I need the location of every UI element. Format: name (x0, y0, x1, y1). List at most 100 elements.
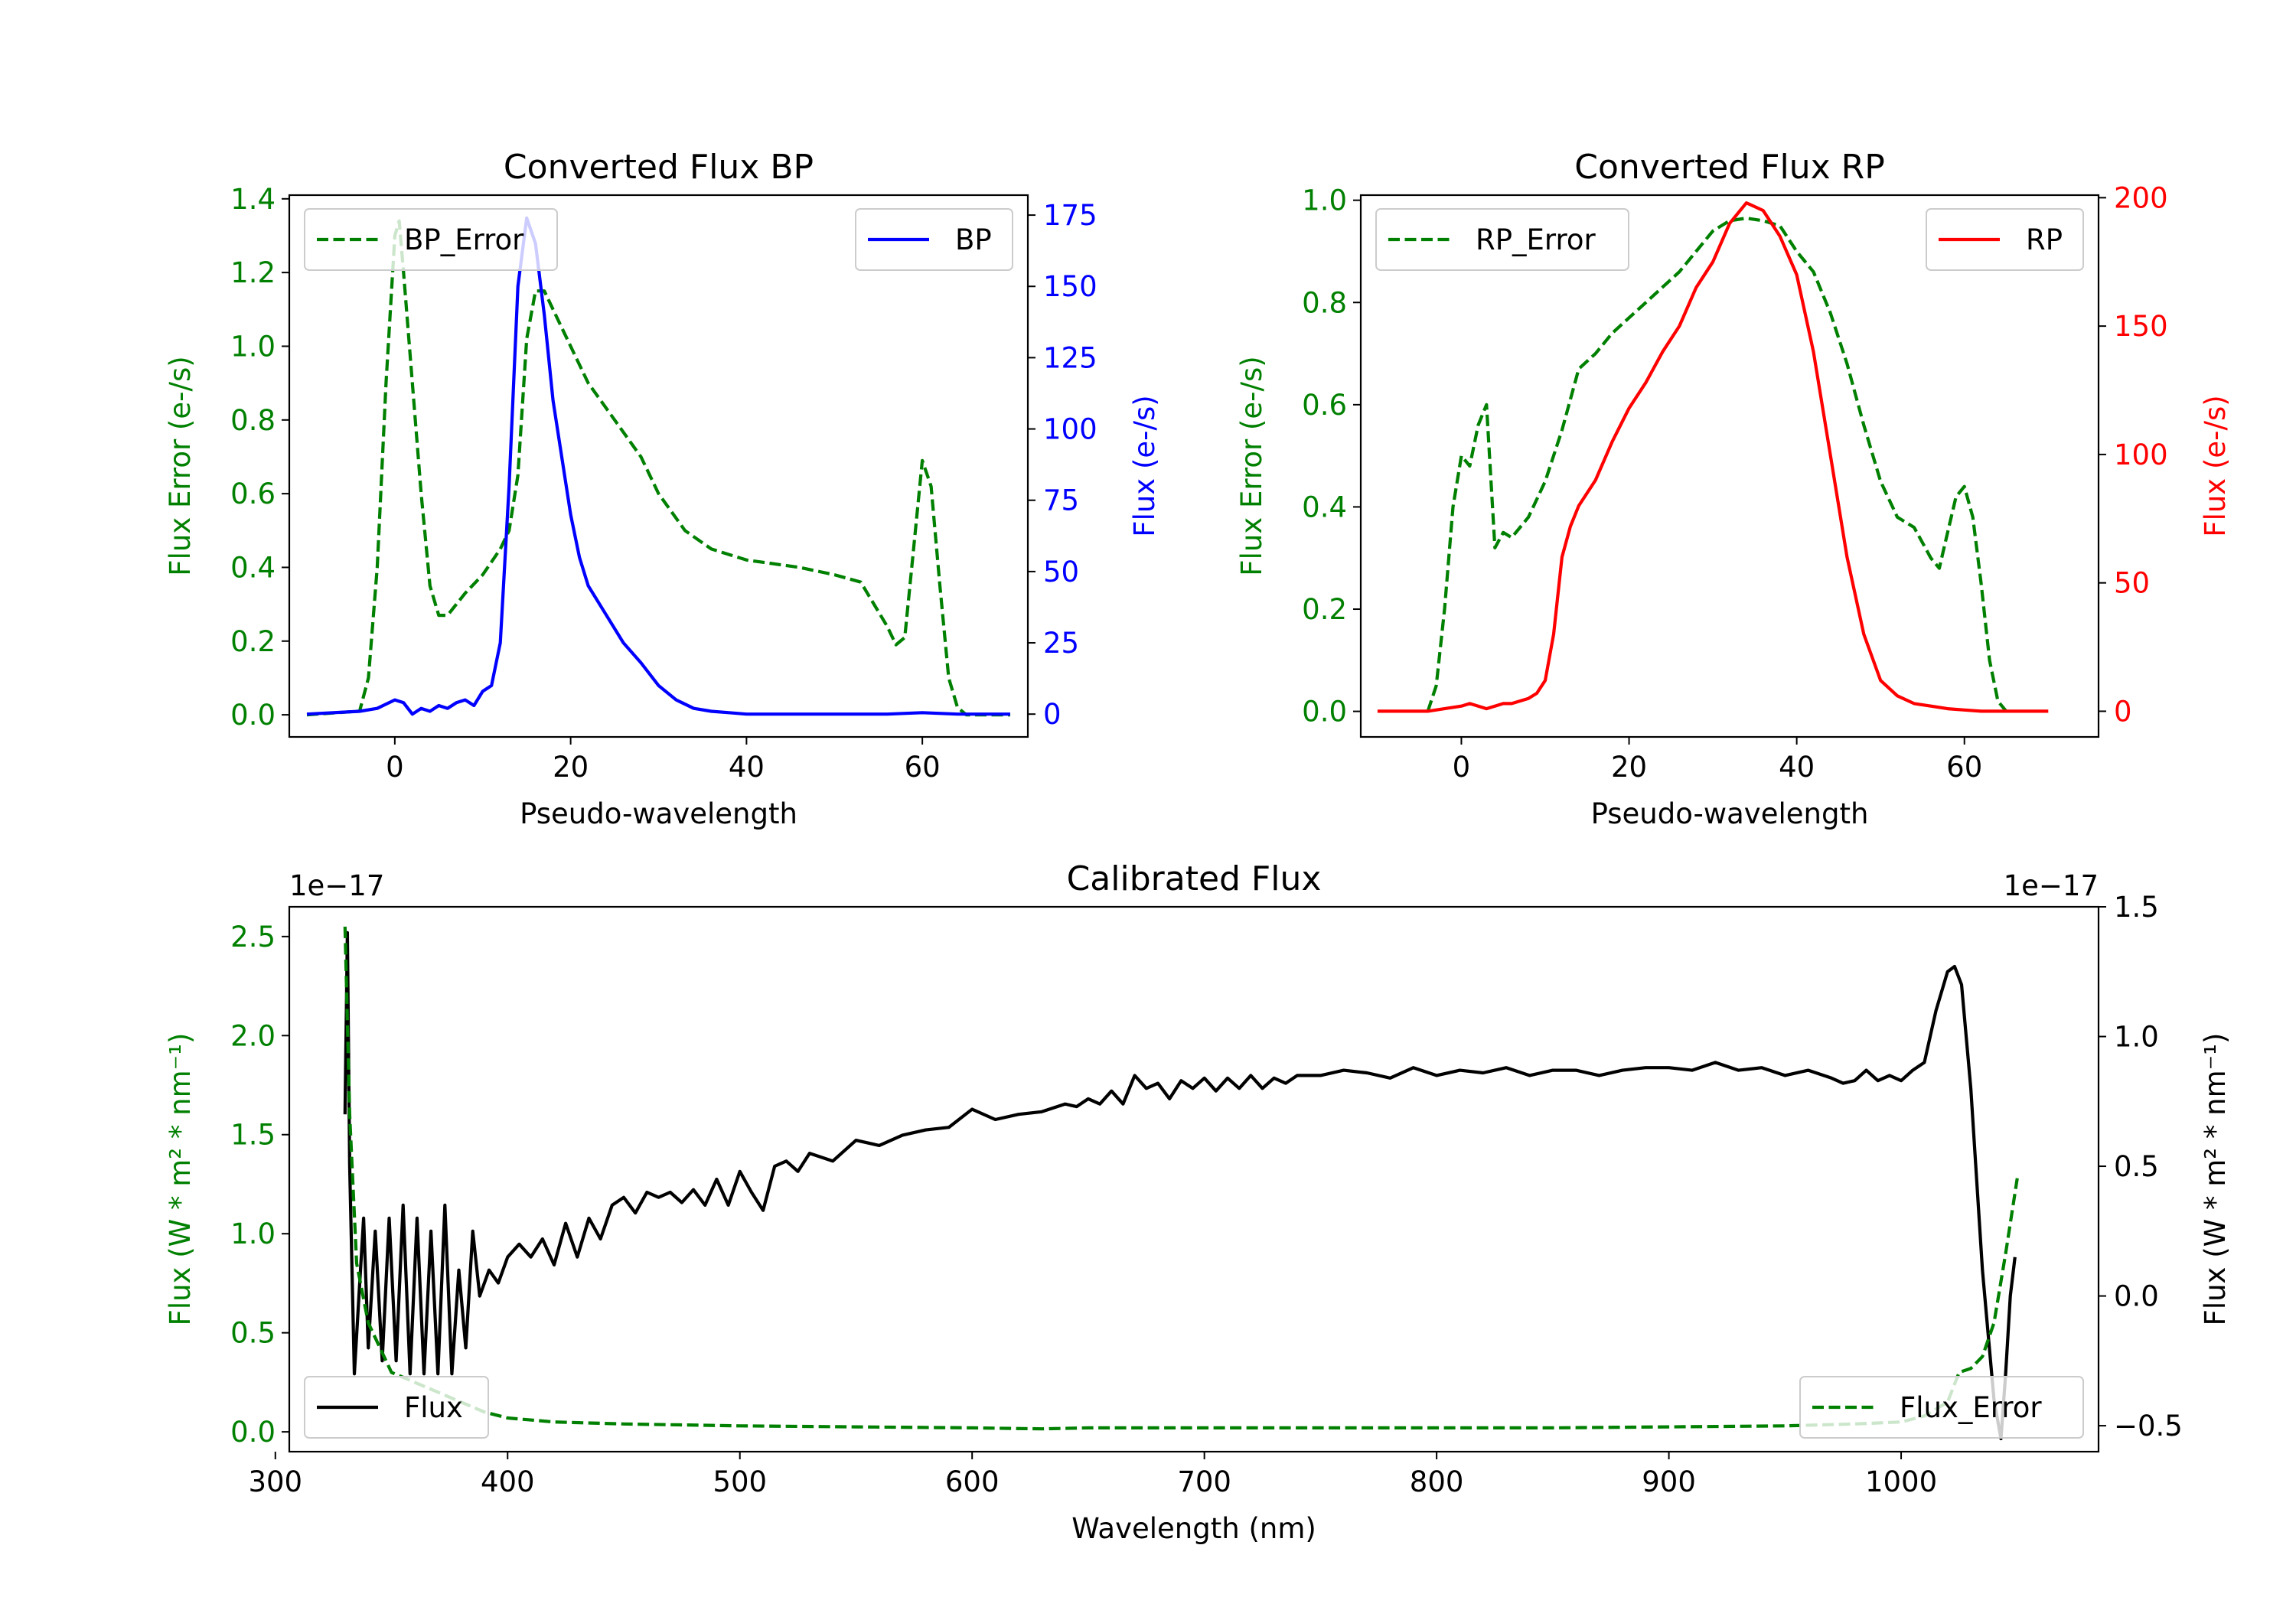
axes-frame (288, 905, 2100, 1453)
x-axis-label: Pseudo-wavelength (1591, 797, 1869, 830)
series-line-rp (1377, 201, 2049, 713)
y-right-tick-label: 0.0 (2114, 1280, 2159, 1313)
y-right-tick-label: 150 (2114, 310, 2168, 343)
legend-bp-error: BP_Error (304, 208, 558, 271)
legend-flux-error: Flux_Error (1799, 1376, 2084, 1439)
x-tick-label: 600 (945, 1465, 1000, 1498)
y-right-axis-label: Flux (e-/s) (1128, 395, 1161, 536)
y-left-tick-label: 0.2 (230, 625, 276, 658)
y-right-tick-label: 25 (1043, 627, 1079, 660)
y-right-tick-label: −0.5 (2114, 1410, 2183, 1442)
y-left-axis-label: Flux Error (e-/s) (164, 356, 197, 575)
y-right-tick-label: 1.5 (2114, 891, 2159, 924)
legend-label: Flux_Error (1900, 1391, 2042, 1424)
y-right-tick-label: 200 (2114, 181, 2168, 214)
series-line-bp (306, 216, 1010, 716)
x-tick-label: 0 (386, 751, 404, 784)
y-left-tick-label: 0.6 (1302, 389, 1347, 422)
x-tick-label: 500 (713, 1465, 767, 1498)
y-left-tick-label: 1.2 (230, 256, 276, 289)
y-right-tick-label: 50 (2114, 567, 2150, 600)
y-left-tick-label: 1.0 (1302, 184, 1347, 217)
y-left-offset-label: 1e−17 (289, 869, 384, 902)
series-line-rp-error (1426, 217, 2008, 712)
legend-box (1926, 208, 2084, 271)
legend-label: RP (2026, 223, 2063, 256)
y-left-tick-label: 0.4 (230, 551, 276, 584)
x-axis-label: Pseudo-wavelength (520, 797, 797, 830)
x-tick-label: 0 (1453, 751, 1471, 784)
y-left-tick-label: 1.5 (230, 1119, 276, 1152)
y-left-tick-label: 0.5 (230, 1317, 276, 1350)
x-tick-label: 40 (729, 751, 765, 784)
y-left-axis-label: Flux Error (e-/s) (1235, 356, 1268, 575)
y-right-tick-label: 125 (1043, 341, 1097, 374)
legend-box (304, 208, 558, 271)
panel-converted-flux-bp: 0 20 40 60 0.0 0.2 0.4 0.6 0.8 1.0 1.2 1.4 0 25 50 75 10… (164, 148, 1161, 830)
y-left-tick-label: 0.2 (1302, 593, 1347, 626)
plot-area (306, 216, 1010, 717)
y-right-tick-label: 100 (1043, 413, 1097, 446)
y-right-offset-label: 1e−17 (2004, 869, 2099, 902)
x-tick-label: 40 (1779, 751, 1815, 784)
y-left-tick-label: 0.0 (1302, 696, 1347, 729)
y-left-tick-label: 0.8 (230, 404, 276, 437)
x-tick-label: 60 (905, 751, 941, 784)
y-left-tick-label: 0.0 (230, 699, 276, 732)
y-right-tick-label: 175 (1043, 199, 1097, 232)
axes-frame (1359, 194, 2100, 738)
y-left-tick-label: 1.0 (230, 1217, 276, 1250)
legend-rp-error: RP_Error (1375, 208, 1629, 271)
axes-frame (288, 194, 1029, 738)
y-left-tick-label: 0.8 (1302, 286, 1347, 319)
x-tick-label: 700 (1177, 1465, 1231, 1498)
series-line-flux (343, 931, 2017, 1441)
series-line-bp-error (306, 219, 1010, 717)
x-tick-label: 20 (553, 751, 589, 784)
plot-area (1377, 201, 2049, 713)
x-tick-label: 20 (1611, 751, 1647, 784)
x-tick-label: 300 (248, 1465, 302, 1498)
legend-label: BP_Error (404, 223, 524, 256)
x-axis-label: Wavelength (nm) (1071, 1512, 1316, 1545)
legend-rp: RP (1926, 208, 2084, 271)
y-left-tick-label: 1.4 (230, 183, 276, 216)
y-right-tick-label: 50 (1043, 556, 1079, 588)
legend-box (1799, 1376, 2084, 1439)
legend-box (304, 1376, 489, 1439)
y-left-axis-label: Flux (W * m² * nm⁻¹) (164, 1033, 197, 1326)
x-tick-label: 60 (1946, 751, 1982, 784)
panel-converted-flux-rp: 0 20 40 60 0.0 0.2 0.4 0.6 0.8 1.0 0 50 100 150 200 Con… (1235, 148, 2232, 830)
legend-label: RP_Error (1476, 223, 1596, 256)
y-right-tick-label: 0 (2114, 695, 2132, 728)
y-left-tick-label: 0.4 (1302, 491, 1347, 523)
legend-box (1375, 208, 1629, 271)
y-right-tick-label: 100 (2114, 438, 2168, 471)
legend-label: Flux (404, 1391, 463, 1424)
y-left-tick-label: 2.0 (230, 1019, 276, 1052)
y-right-tick-label: 0 (1043, 698, 1062, 731)
chart-title: Calibrated Flux (1067, 859, 1322, 898)
chart-title: Converted Flux RP (1574, 148, 1885, 187)
y-right-axis-label: Flux (e-/s) (2199, 395, 2232, 536)
y-right-tick-label: 150 (1043, 270, 1097, 303)
x-tick-label: 900 (1642, 1465, 1696, 1498)
y-right-tick-label: 75 (1043, 484, 1079, 517)
y-left-tick-label: 0.0 (230, 1416, 276, 1449)
x-tick-label: 800 (1410, 1465, 1464, 1498)
x-tick-label: 1000 (1865, 1465, 1937, 1498)
y-right-tick-label: 0.5 (2114, 1150, 2159, 1183)
y-right-axis-label: Flux (W * m² * nm⁻¹) (2199, 1033, 2232, 1326)
legend-box (855, 208, 1013, 271)
chart-title: Converted Flux BP (504, 148, 814, 187)
y-right-tick-label: 1.0 (2114, 1021, 2159, 1054)
legend-flux: Flux (304, 1376, 489, 1439)
x-tick-label: 400 (481, 1465, 535, 1498)
y-left-tick-label: 1.0 (230, 330, 276, 363)
y-left-tick-label: 0.6 (230, 478, 276, 510)
panel-calibrated-flux: 300 400 500 600 700 800 900 1000 0.0 0.5 1.0 1.5 2.0… (164, 859, 2232, 1545)
legend-bp: BP (855, 208, 1013, 271)
legend-label: BP (955, 223, 992, 256)
y-left-tick-label: 2.5 (230, 921, 276, 953)
